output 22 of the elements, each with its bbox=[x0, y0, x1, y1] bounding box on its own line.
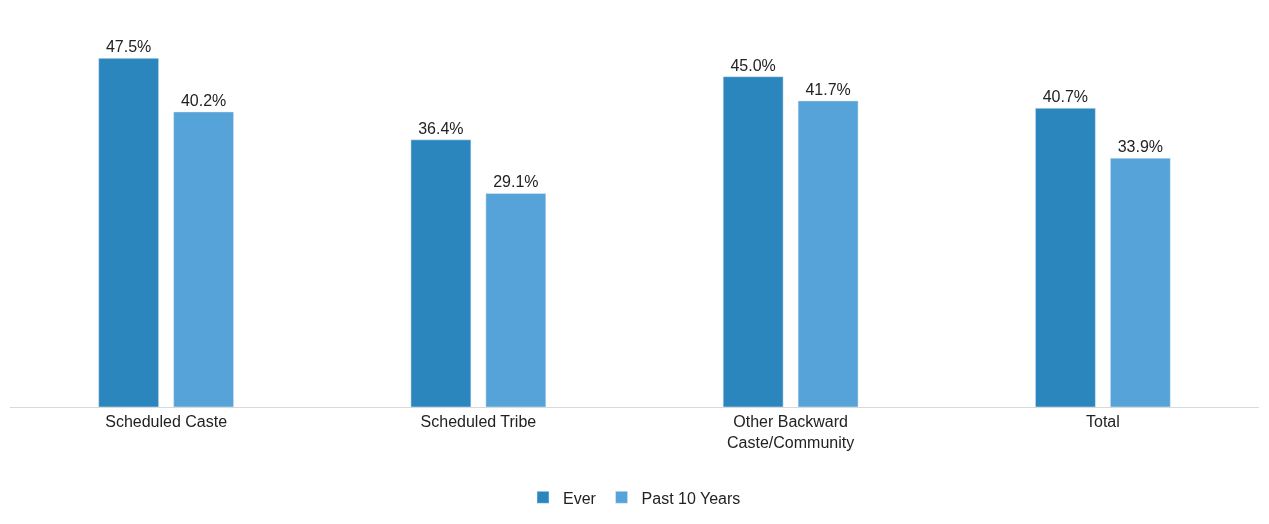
legend-label: Past 10 Years bbox=[641, 489, 741, 507]
data-label: 41.7% bbox=[805, 80, 851, 98]
data-label: 40.7% bbox=[1042, 88, 1089, 106]
bar bbox=[1110, 157, 1171, 407]
data-label: 40.2% bbox=[180, 91, 227, 109]
data-label: 47.5% bbox=[105, 38, 152, 56]
x-tick-label: Total bbox=[1085, 413, 1120, 431]
x-tick-label: Other Backward Caste/Community bbox=[727, 413, 855, 451]
bar bbox=[410, 139, 472, 407]
x-tick-label: Scheduled Caste bbox=[105, 413, 228, 431]
data-label: 33.9% bbox=[1117, 138, 1164, 156]
bar bbox=[173, 111, 234, 407]
bar bbox=[98, 58, 159, 407]
data-label: 45.0% bbox=[730, 56, 776, 74]
data-label: 36.4% bbox=[418, 119, 464, 137]
legend-label: Ever bbox=[563, 489, 597, 507]
bar bbox=[797, 100, 859, 407]
bar bbox=[1035, 108, 1096, 407]
bar bbox=[722, 76, 784, 407]
data-label: 29.1% bbox=[493, 173, 539, 191]
x-tick-label: Scheduled Tribe bbox=[420, 413, 537, 431]
bar bbox=[485, 193, 547, 407]
